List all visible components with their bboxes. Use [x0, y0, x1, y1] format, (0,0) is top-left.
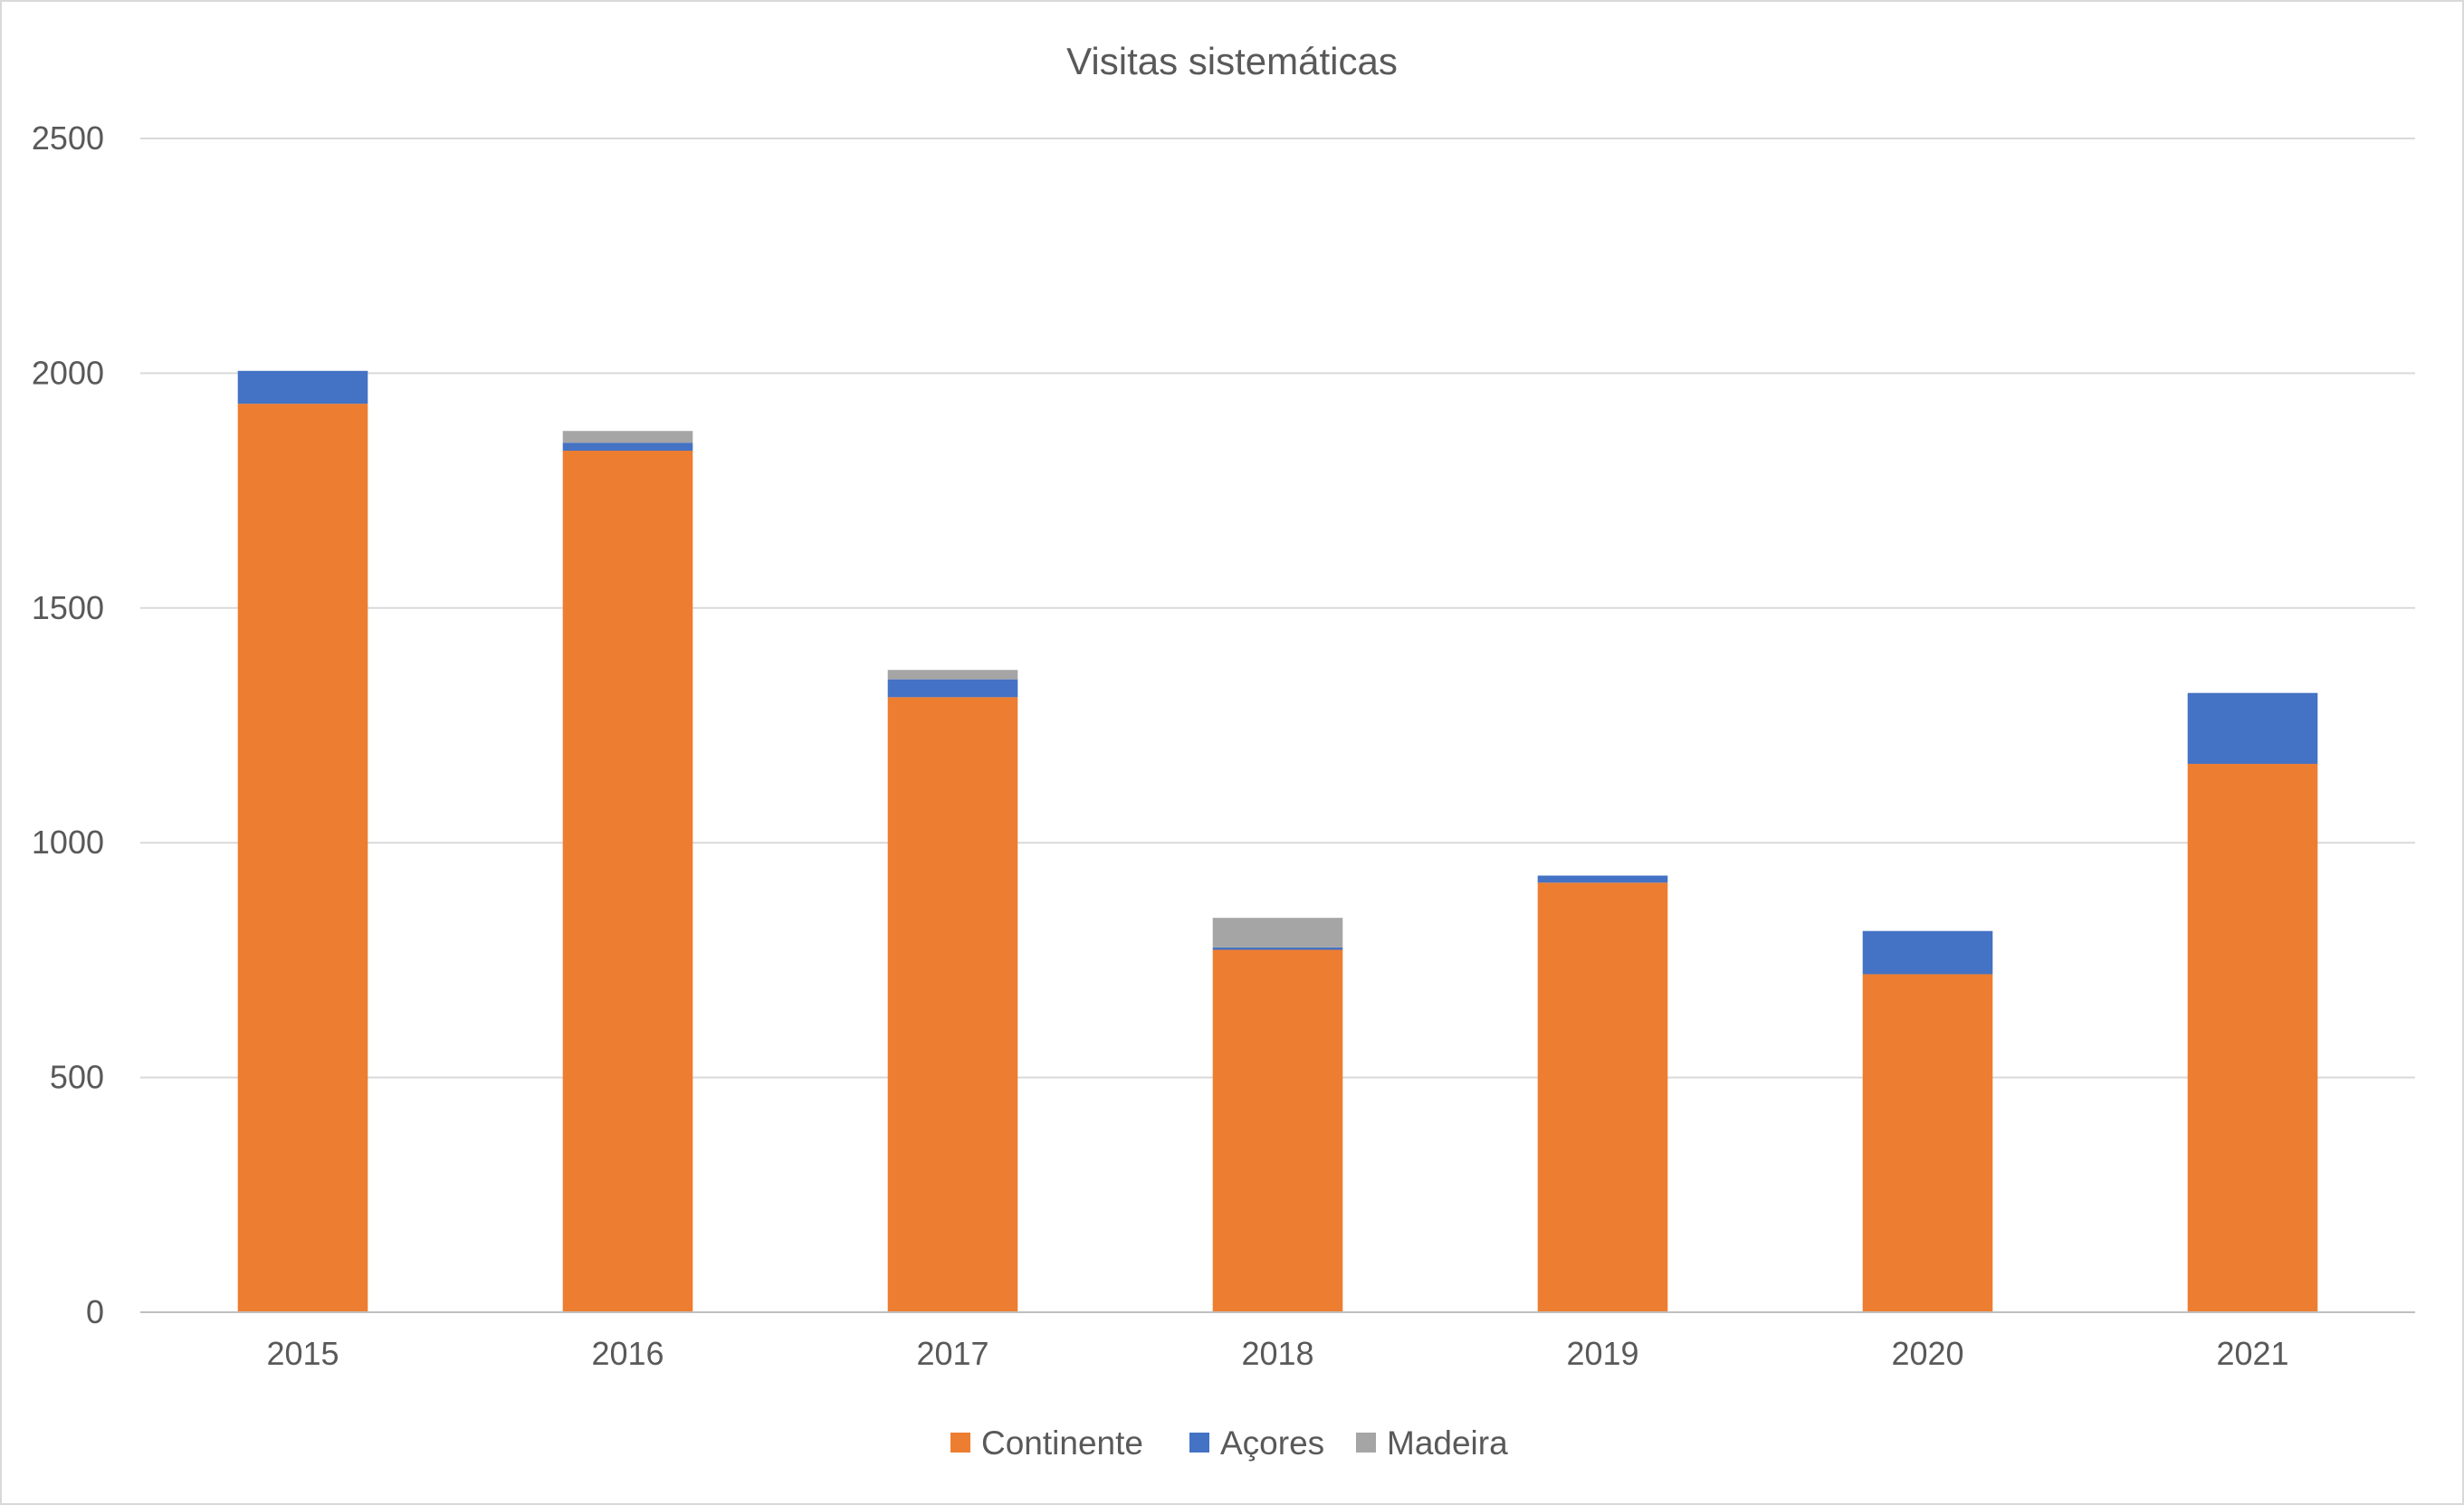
- bar-segment-madeira-2016: [562, 431, 693, 443]
- bar-segment-madeira-2017: [887, 670, 1018, 680]
- bar-segment-madeira-2018: [1212, 918, 1343, 948]
- bar-segment-a-ores-2021: [2187, 692, 2318, 765]
- x-tick-label: 2015: [266, 1335, 339, 1372]
- bar-segment-a-ores-2017: [887, 679, 1018, 698]
- bars: [237, 370, 2318, 1312]
- y-tick-label: 1000: [32, 824, 104, 861]
- x-tick-label: 2016: [591, 1335, 664, 1372]
- x-axis-ticks: 2015 2016 2017 2018 2019 2020 2021: [266, 1335, 2288, 1372]
- legend-label: Madeira: [1387, 1424, 1508, 1462]
- legend-swatch: [950, 1433, 970, 1453]
- gridlines: [140, 138, 2415, 1079]
- y-tick-label: 1500: [32, 589, 104, 626]
- legend-label: Açores: [1220, 1424, 1324, 1462]
- bar-segment-continente-2019: [1537, 882, 1668, 1312]
- bar-segment-continente-2017: [887, 697, 1018, 1312]
- chart-title: Visitas sistemáticas: [1066, 40, 1398, 82]
- bar-segment-continente-2018: [1212, 949, 1343, 1312]
- y-tick-label: 500: [50, 1059, 104, 1096]
- y-tick-label: 2500: [32, 119, 104, 157]
- x-tick-label: 2018: [1241, 1335, 1313, 1372]
- x-tick-label: 2021: [2216, 1335, 2288, 1372]
- bar-segment-continente-2020: [1862, 974, 1993, 1312]
- y-axis-ticks: 0 500 1000 1500 2000 2500: [32, 119, 104, 1330]
- bar-segment-a-ores-2016: [562, 443, 693, 452]
- legend: Continente Açores Madeira: [950, 1424, 1508, 1462]
- y-tick-label: 2000: [32, 354, 104, 391]
- bar-segment-continente-2021: [2187, 764, 2318, 1312]
- x-tick-label: 2020: [1891, 1335, 1963, 1372]
- bar-segment-continente-2016: [562, 451, 693, 1312]
- x-tick-label: 2017: [916, 1335, 988, 1372]
- legend-swatch: [1189, 1433, 1209, 1453]
- bar-segment-a-ores-2015: [237, 370, 368, 405]
- legend-swatch: [1356, 1433, 1376, 1453]
- legend-label: Continente: [981, 1424, 1143, 1462]
- bar-segment-a-ores-2019: [1537, 875, 1668, 883]
- bar-segment-a-ores-2020: [1862, 930, 1993, 975]
- bar-segment-a-ores-2018: [1212, 947, 1343, 950]
- y-tick-label: 0: [86, 1293, 104, 1330]
- x-tick-label: 2019: [1566, 1335, 1638, 1372]
- bar-segment-continente-2015: [237, 404, 368, 1312]
